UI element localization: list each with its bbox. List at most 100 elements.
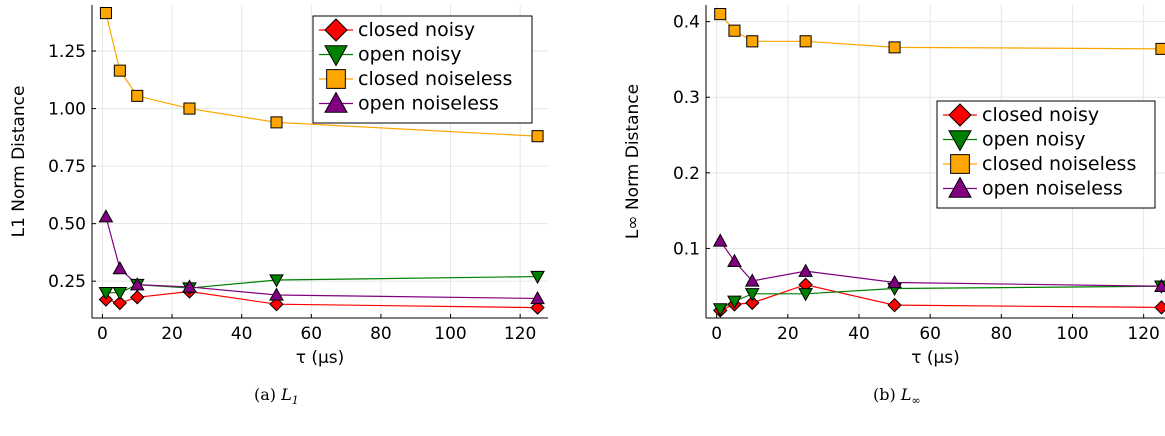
closed-noiseless-point: [799, 35, 812, 48]
open-noiseless-line: [105, 216, 538, 300]
caption-a-symbol: L: [281, 385, 292, 404]
open-noiseless-point: [887, 274, 902, 289]
caption-b: (b) L∞: [873, 385, 921, 407]
y-tick-label: 0.50: [48, 215, 86, 235]
legend-closed-noiseless-swatch-marker: [950, 154, 970, 174]
closed-noisy-line: [105, 290, 538, 309]
y-tick-label: 0.4: [673, 13, 700, 33]
legend-open-noisy-label: open noisy: [358, 44, 462, 66]
y-axis-label: L1 Norm Distance: [9, 86, 29, 238]
closed-noisy-point: [269, 296, 284, 312]
closed-noisy-point: [130, 290, 145, 305]
closed-noiseless-point: [531, 130, 544, 143]
open-noiseless-point: [129, 277, 145, 291]
open-noiseless-point: [798, 263, 813, 277]
closed-noiseless-point: [183, 102, 196, 115]
x-tick-label: 20: [161, 324, 183, 344]
legend-closed-noiseless-label: closed noiseless: [982, 153, 1136, 175]
closed-noiseless-point: [270, 116, 283, 129]
open-noiseless-line: [719, 240, 1162, 287]
open-noisy-point: [530, 270, 545, 285]
x-tick-label: 80: [991, 324, 1013, 344]
open-noiseless-point: [182, 279, 197, 293]
open-noiseless-point: [530, 290, 545, 305]
open-noisy-line: [105, 275, 538, 294]
chart-l1: 0 20 40 60 80 100 120 0.25 0.50 0.75 1.00 1.25 τ (μs…: [9, 5, 548, 368]
x-tick-label: 120: [504, 324, 536, 344]
caption-a-label: (a): [254, 385, 277, 404]
open-noisy-point: [798, 288, 813, 302]
y-tick-label: 0.75: [48, 157, 86, 177]
closed-noiseless-point: [1155, 42, 1165, 55]
y-tick-label: 0.1: [673, 239, 700, 259]
open-noisy-point: [269, 274, 284, 288]
legend-open-noiseless-swatch-marker: [324, 91, 348, 113]
plot-area: [98, 7, 545, 315]
y-tick-label: 0.2: [673, 164, 700, 184]
closed-noiseless-point: [714, 8, 727, 21]
open-noisy-point: [744, 288, 760, 302]
closed-noiseless-line: [105, 12, 538, 137]
legend-open-noisy-label: open noisy: [982, 129, 1086, 151]
legend-open-noiseless-swatch-marker: [948, 176, 972, 198]
caption-b-label: (b): [873, 385, 896, 404]
x-tick-label: 40: [848, 324, 870, 344]
y-tick-label: 1.00: [48, 100, 86, 120]
caption-a-subscript: 1: [291, 394, 299, 408]
x-axis-label: τ (μs): [911, 348, 960, 368]
x-tick-label: 100: [434, 324, 466, 344]
closed-noisy-point: [745, 295, 760, 311]
open-noiseless-point: [727, 253, 742, 267]
legend-closed-noisy-swatch-marker: [324, 18, 348, 42]
legend-open-noisy-swatch-marker: [948, 130, 972, 152]
open-noisy-point: [727, 295, 742, 309]
closed-noiseless-point: [113, 64, 126, 77]
legend-open-noiseless-label: open noiseless: [358, 93, 499, 115]
x-tick-label: 0: [711, 324, 722, 344]
y-tick-label: 1.25: [48, 42, 86, 62]
plot-area: [712, 8, 1165, 318]
open-noiseless-point: [269, 287, 284, 301]
x-tick-label: 80: [370, 324, 392, 344]
y-axis-label: L∞ Norm Distance: [623, 84, 643, 239]
open-noisy-point: [112, 286, 128, 301]
x-tick-label: 20: [777, 324, 799, 344]
legend-closed-noisy-label: closed noisy: [358, 19, 475, 41]
closed-noisy-point: [112, 295, 128, 311]
closed-noiseless-point: [728, 24, 741, 37]
closed-noiseless-point: [888, 41, 901, 54]
x-axis-label: τ (μs): [296, 348, 345, 368]
open-noiseless-point: [112, 260, 128, 275]
closed-noiseless-line: [719, 13, 1162, 50]
closed-noisy-point: [1154, 300, 1165, 315]
closed-noiseless-point: [746, 35, 759, 48]
chart-linf: 0 20 40 60 80 100 120 0.1 0.2 0.3 0.4 τ (μs) L∞ Norm…: [623, 5, 1165, 368]
closed-noiseless-point: [131, 89, 144, 102]
legend-closed-noisy-label: closed noisy: [982, 104, 1099, 126]
closed-noiseless-point: [99, 7, 112, 20]
legend-closed-noiseless-label: closed noiseless: [358, 68, 512, 90]
y-tick-label: 0.3: [673, 88, 700, 108]
legend-closed-noiseless-swatch-marker: [326, 69, 346, 89]
x-tick-label: 40: [231, 324, 253, 344]
open-noiseless-point: [712, 233, 728, 247]
legend-box: [312, 15, 533, 124]
x-tick-label: 60: [300, 324, 322, 344]
x-tick-label: 60: [919, 324, 941, 344]
x-tick-label: 100: [1056, 324, 1088, 344]
caption-b-subscript: ∞: [911, 394, 921, 408]
x-tick-label: 120: [1127, 324, 1159, 344]
legend-open-noisy-swatch-marker: [324, 45, 348, 67]
legend-box: [936, 100, 1156, 209]
closed-noisy-point: [887, 297, 902, 313]
closed-noisy-point: [530, 300, 545, 315]
y-tick-label: 0.25: [48, 272, 86, 292]
open-noiseless-point: [98, 209, 114, 223]
x-tick-label: 0: [97, 324, 108, 344]
open-noisy-point: [98, 286, 114, 301]
legend-closed-noisy-swatch-marker: [948, 103, 972, 127]
caption-b-symbol: L: [900, 385, 912, 404]
